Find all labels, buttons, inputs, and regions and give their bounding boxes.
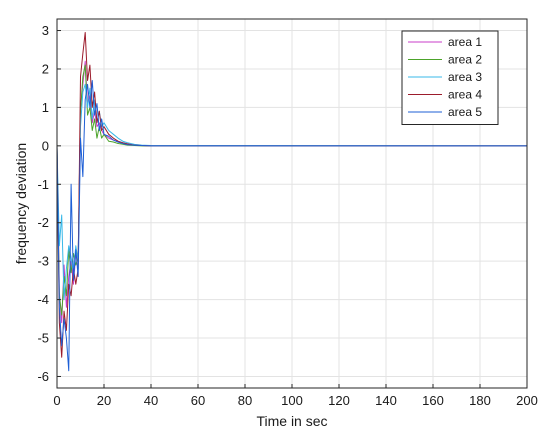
x-axis-ticks: 0 20 40 60 80 100 120 140 160 180 200 bbox=[53, 384, 538, 408]
y-axis-label: frequency deviation bbox=[13, 143, 29, 264]
legend-label: area 3 bbox=[448, 70, 482, 84]
x-tick-label: 0 bbox=[53, 393, 60, 408]
y-tick-label: -3 bbox=[37, 254, 49, 269]
y-tick-label: -4 bbox=[37, 292, 49, 307]
y-tick-label: 0 bbox=[42, 138, 49, 153]
y-tick-label: -2 bbox=[37, 215, 49, 230]
series-line-area-3 bbox=[56, 83, 528, 301]
y-tick-label: 2 bbox=[42, 61, 49, 76]
y-tick-label: -6 bbox=[37, 369, 49, 384]
x-tick-label: 180 bbox=[469, 393, 491, 408]
series-line-area-4 bbox=[56, 31, 527, 358]
x-tick-label: 200 bbox=[516, 393, 538, 408]
legend-label: area 1 bbox=[448, 35, 482, 49]
series-layer bbox=[56, 31, 528, 372]
legend-label: area 2 bbox=[448, 53, 482, 67]
series-line-area-5 bbox=[56, 80, 527, 372]
x-tick-label: 60 bbox=[191, 393, 205, 408]
y-tick-label: -5 bbox=[37, 331, 49, 346]
x-tick-label: 120 bbox=[328, 393, 350, 408]
x-axis-label: Time in sec bbox=[256, 413, 327, 429]
x-tick-label: 40 bbox=[144, 393, 158, 408]
legend-label: area 5 bbox=[448, 105, 482, 119]
x-tick-label: 100 bbox=[281, 393, 303, 408]
x-tick-label: 20 bbox=[97, 393, 111, 408]
y-tick-label: 3 bbox=[42, 23, 49, 38]
legend-label: area 4 bbox=[448, 88, 482, 102]
y-tick-label: -1 bbox=[37, 177, 49, 192]
legend-box bbox=[401, 30, 499, 125]
legend: area 1 area 2 area 3 area 4 area 5 bbox=[401, 30, 499, 125]
y-tick-label: 1 bbox=[42, 100, 49, 115]
y-axis-ticks: 3 2 1 0 -1 -2 -3 -4 -5 -6 bbox=[37, 23, 61, 384]
x-tick-label: 160 bbox=[422, 393, 444, 408]
series-line-area-2 bbox=[56, 64, 527, 316]
x-tick-label: 140 bbox=[375, 393, 397, 408]
x-tick-label: 80 bbox=[238, 393, 252, 408]
